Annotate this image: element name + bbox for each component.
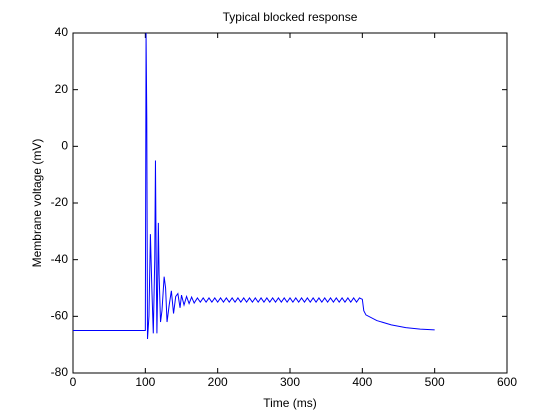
x-tick-label: 400	[352, 375, 372, 389]
y-tick-label: 40	[55, 25, 69, 39]
y-tick-label: -40	[51, 252, 69, 266]
plot-frame	[72, 32, 508, 374]
x-tick-label: 100	[135, 375, 155, 389]
x-tick-label: 300	[280, 375, 300, 389]
x-axis-label: Time (ms)	[263, 396, 317, 410]
y-tick-label: -80	[51, 365, 69, 379]
data-line	[73, 32, 435, 340]
x-tick-label: 600	[497, 375, 517, 389]
y-tick-label: 0	[61, 139, 68, 153]
chart-title: Typical blocked response	[223, 10, 358, 24]
x-tick-label: 500	[425, 375, 445, 389]
x-tick-label: 0	[70, 375, 77, 389]
y-tick-label: -60	[51, 309, 69, 323]
y-tick-label: -20	[51, 195, 69, 209]
y-axis-label: Membrane voltage (mV)	[30, 139, 44, 268]
x-tick-label: 200	[208, 375, 228, 389]
y-tick-label: 20	[55, 82, 69, 96]
